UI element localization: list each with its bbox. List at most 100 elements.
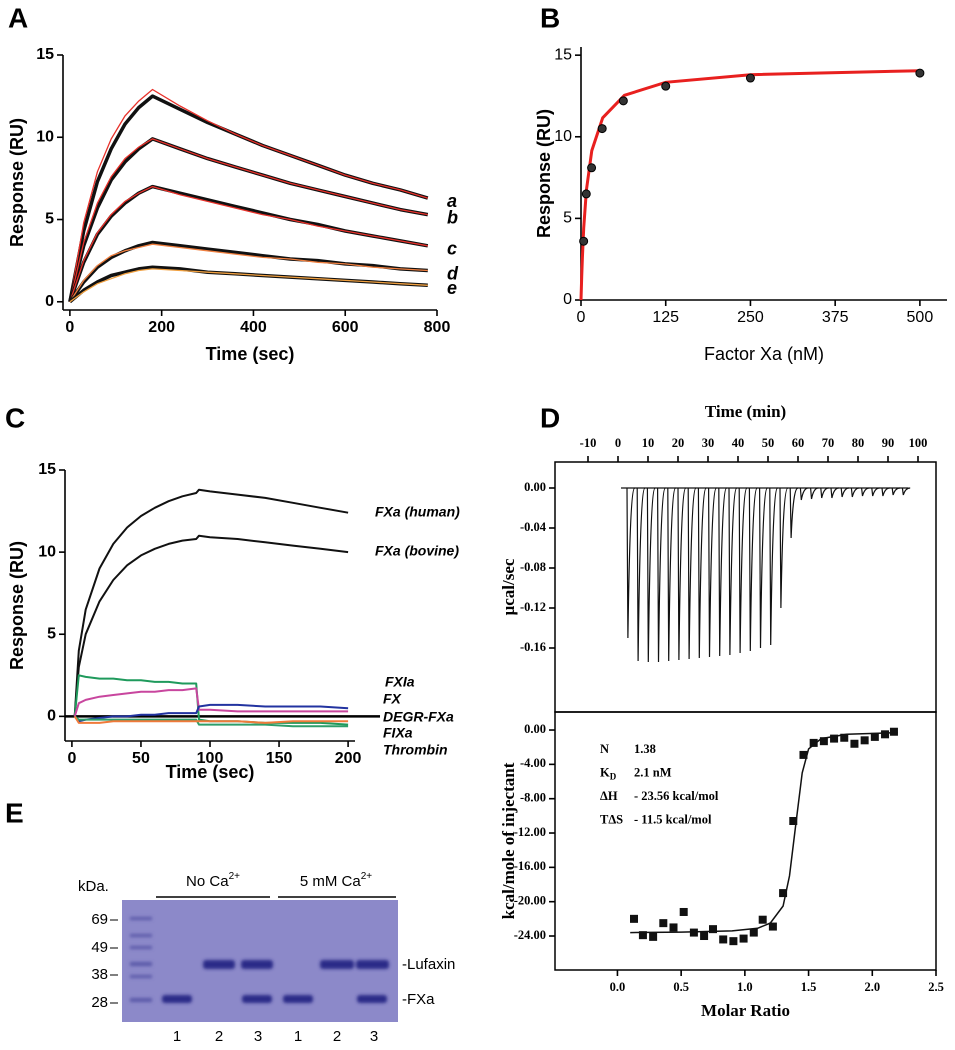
x-tick-label: 50 xyxy=(762,436,775,450)
data-point xyxy=(630,914,639,923)
x-tick-label: 70 xyxy=(822,436,835,450)
data-point xyxy=(579,236,589,246)
gel-panel: E kDa. 69 49 38 28 No Ca2+ 5 mM Ca2+ xyxy=(5,797,455,1045)
y-tick-label: -8.00 xyxy=(520,791,546,805)
x-tick-label: 40 xyxy=(732,436,745,450)
lane-label: 3 xyxy=(254,1028,262,1045)
y-tick-label: 10 xyxy=(36,128,54,145)
y-tick-label: 0 xyxy=(563,291,572,308)
data-point xyxy=(709,925,718,934)
panel-label: B xyxy=(540,2,560,33)
panel-label: E xyxy=(5,797,24,828)
injection-peak xyxy=(779,487,789,609)
fxa-band xyxy=(357,995,387,1003)
injection-peak xyxy=(646,487,656,663)
series-label: b xyxy=(447,207,458,227)
y-tick-label: -12.00 xyxy=(514,825,546,839)
fxa-band xyxy=(283,995,313,1003)
injection-peak xyxy=(677,487,687,661)
ladder-band xyxy=(130,975,152,978)
series-label: DEGR-FXa xyxy=(383,709,454,725)
data-point xyxy=(661,81,671,91)
annotation-label: N xyxy=(600,742,609,756)
y-tick-label: -4.00 xyxy=(520,756,546,770)
x-tick-label: 200 xyxy=(148,319,175,336)
injection-peak xyxy=(657,487,666,663)
data-point xyxy=(649,932,658,941)
y-tick-label: -24.00 xyxy=(514,928,546,942)
x-axis-label: Time (sec) xyxy=(166,762,255,782)
y-tick-label: 0.00 xyxy=(524,722,546,736)
x-tick-label: 600 xyxy=(332,319,359,336)
fit-line xyxy=(69,185,428,303)
injection-peak xyxy=(850,487,860,498)
y-tick-label: 0 xyxy=(47,708,56,725)
x-tick-label: 500 xyxy=(907,309,934,326)
injection-peak xyxy=(799,487,809,501)
annotation-label: K xyxy=(600,765,610,779)
lufaxin-band xyxy=(356,960,389,969)
injection-peak xyxy=(769,487,779,646)
data-point xyxy=(618,96,628,106)
injection-peak xyxy=(810,487,819,500)
band-label: -Lufaxin xyxy=(402,956,455,973)
plot-frame xyxy=(554,711,937,971)
x-axis-label: Time (sec) xyxy=(206,344,295,364)
x-tick-label: 1.0 xyxy=(737,980,753,994)
injection-peak xyxy=(697,487,707,659)
series-label: Thrombin xyxy=(383,742,448,758)
x-tick-label: 30 xyxy=(702,436,715,450)
data-point xyxy=(779,889,788,898)
fxa-band xyxy=(242,995,272,1003)
x-axis-label: Factor Xa (nM) xyxy=(704,344,824,364)
group-text: 5 mM Ca xyxy=(300,873,362,890)
data-point xyxy=(830,734,839,743)
data-point xyxy=(840,733,849,742)
x-tick-label: -10 xyxy=(580,436,597,450)
lane-label: 3 xyxy=(370,1028,378,1045)
data-line xyxy=(73,488,349,717)
data-point xyxy=(597,124,607,134)
x-tick-label: 80 xyxy=(852,436,865,450)
data-point xyxy=(679,907,688,916)
x-tick-label: 375 xyxy=(822,309,849,326)
ladder-band xyxy=(130,962,152,966)
data-point xyxy=(587,163,597,173)
data-point xyxy=(789,817,798,826)
injection-peak xyxy=(820,487,829,499)
annotation-value: - 11.5 kcal/mol xyxy=(634,812,712,826)
data-point xyxy=(729,937,738,946)
series-label: d xyxy=(447,263,459,283)
series-label: a xyxy=(447,191,457,211)
series-label: FX xyxy=(383,691,403,707)
injection-peak xyxy=(871,487,880,497)
y-tick-label: 5 xyxy=(45,211,54,228)
x-tick-label: 60 xyxy=(792,436,805,450)
x-tick-label: 100 xyxy=(909,436,928,450)
group-text: No Ca xyxy=(186,873,229,890)
y-axis-label: Response (RU) xyxy=(7,118,27,247)
data-point xyxy=(749,928,758,937)
x-tick-label: 1.5 xyxy=(801,980,817,994)
series-label: FXa (bovine) xyxy=(375,543,459,559)
annotation-label: TΔS xyxy=(600,812,623,826)
y-tick-label: 15 xyxy=(38,461,56,478)
lane-label: 1 xyxy=(294,1028,302,1045)
group-label: No Ca2+ xyxy=(186,871,240,890)
y-tick-label: -0.12 xyxy=(520,600,546,614)
x-tick-label: 100 xyxy=(197,750,224,767)
lane-label: 2 xyxy=(215,1028,223,1045)
marker-label: 28 xyxy=(91,994,108,1011)
x-tick-label: 2.5 xyxy=(928,980,944,994)
y-tick-label: -0.16 xyxy=(520,640,546,654)
y-tick-label: -16.00 xyxy=(514,859,546,873)
x-axis-label: Molar Ratio xyxy=(701,1001,790,1020)
data-point xyxy=(581,189,591,199)
data-point xyxy=(881,730,890,739)
y-tick-label: 10 xyxy=(554,128,572,145)
data-point xyxy=(799,750,808,759)
annotation: N 1.38 xyxy=(600,742,656,756)
lane-label: 1 xyxy=(173,1028,181,1045)
x-tick-label: 800 xyxy=(424,319,451,336)
y-tick-label: 10 xyxy=(38,543,56,560)
